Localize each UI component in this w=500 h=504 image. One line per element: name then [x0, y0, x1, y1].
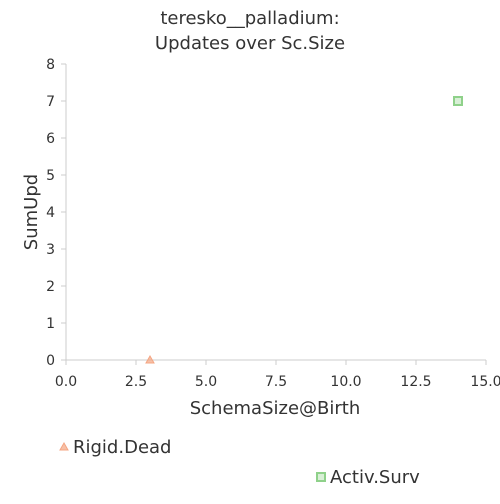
- y-tick-label: 0: [46, 353, 55, 369]
- chart-title: teresko__palladium: Updates over Sc.Size: [155, 8, 345, 54]
- legend-label: Rigid.Dead: [73, 437, 171, 458]
- chart-title-line-1: teresko__palladium:: [160, 8, 339, 29]
- y-tick-label: 6: [46, 131, 55, 147]
- x-tick-label: 12.5: [400, 374, 431, 390]
- legend-label: Activ.Surv: [330, 467, 420, 488]
- legend-item: Activ.Surv: [316, 467, 420, 488]
- y-tick-label: 7: [46, 94, 55, 110]
- data-point-rigid-dead: [145, 354, 155, 364]
- x-tick-label: 15.0: [470, 374, 500, 390]
- x-tick-label: 0.0: [55, 374, 77, 390]
- x-tick-label: 2.5: [125, 374, 147, 390]
- y-tick-label: 8: [46, 57, 55, 73]
- data-point-activ-surv: [453, 96, 463, 106]
- legend: Rigid.Dead Activ.Surv: [59, 437, 420, 488]
- y-tick-label: 4: [46, 205, 55, 221]
- y-tick-label: 1: [46, 316, 55, 332]
- y-tick-label: 3: [46, 242, 55, 258]
- y-tick-label: 2: [46, 279, 55, 295]
- data-marks: [145, 96, 463, 364]
- legend-marker-square: [316, 472, 326, 482]
- chart-title-line-2: Updates over Sc.Size: [155, 33, 345, 54]
- x-tick-label: 7.5: [265, 374, 287, 390]
- x-tick-label: 10.0: [330, 374, 361, 390]
- x-axis-title: SchemaSize@Birth: [190, 398, 361, 419]
- legend-marker-triangle: [59, 441, 69, 451]
- y-axis-title: SumUpd: [21, 174, 42, 250]
- axes: 0 1 2 3 4 5 6 7 8 0.0 2.5 5.0 7.5 10.0 12.5 15.0 SchemaS…: [21, 57, 500, 419]
- x-tick-label: 5.0: [195, 374, 217, 390]
- y-tick-label: 5: [46, 168, 55, 184]
- legend-item: Rigid.Dead: [59, 437, 171, 458]
